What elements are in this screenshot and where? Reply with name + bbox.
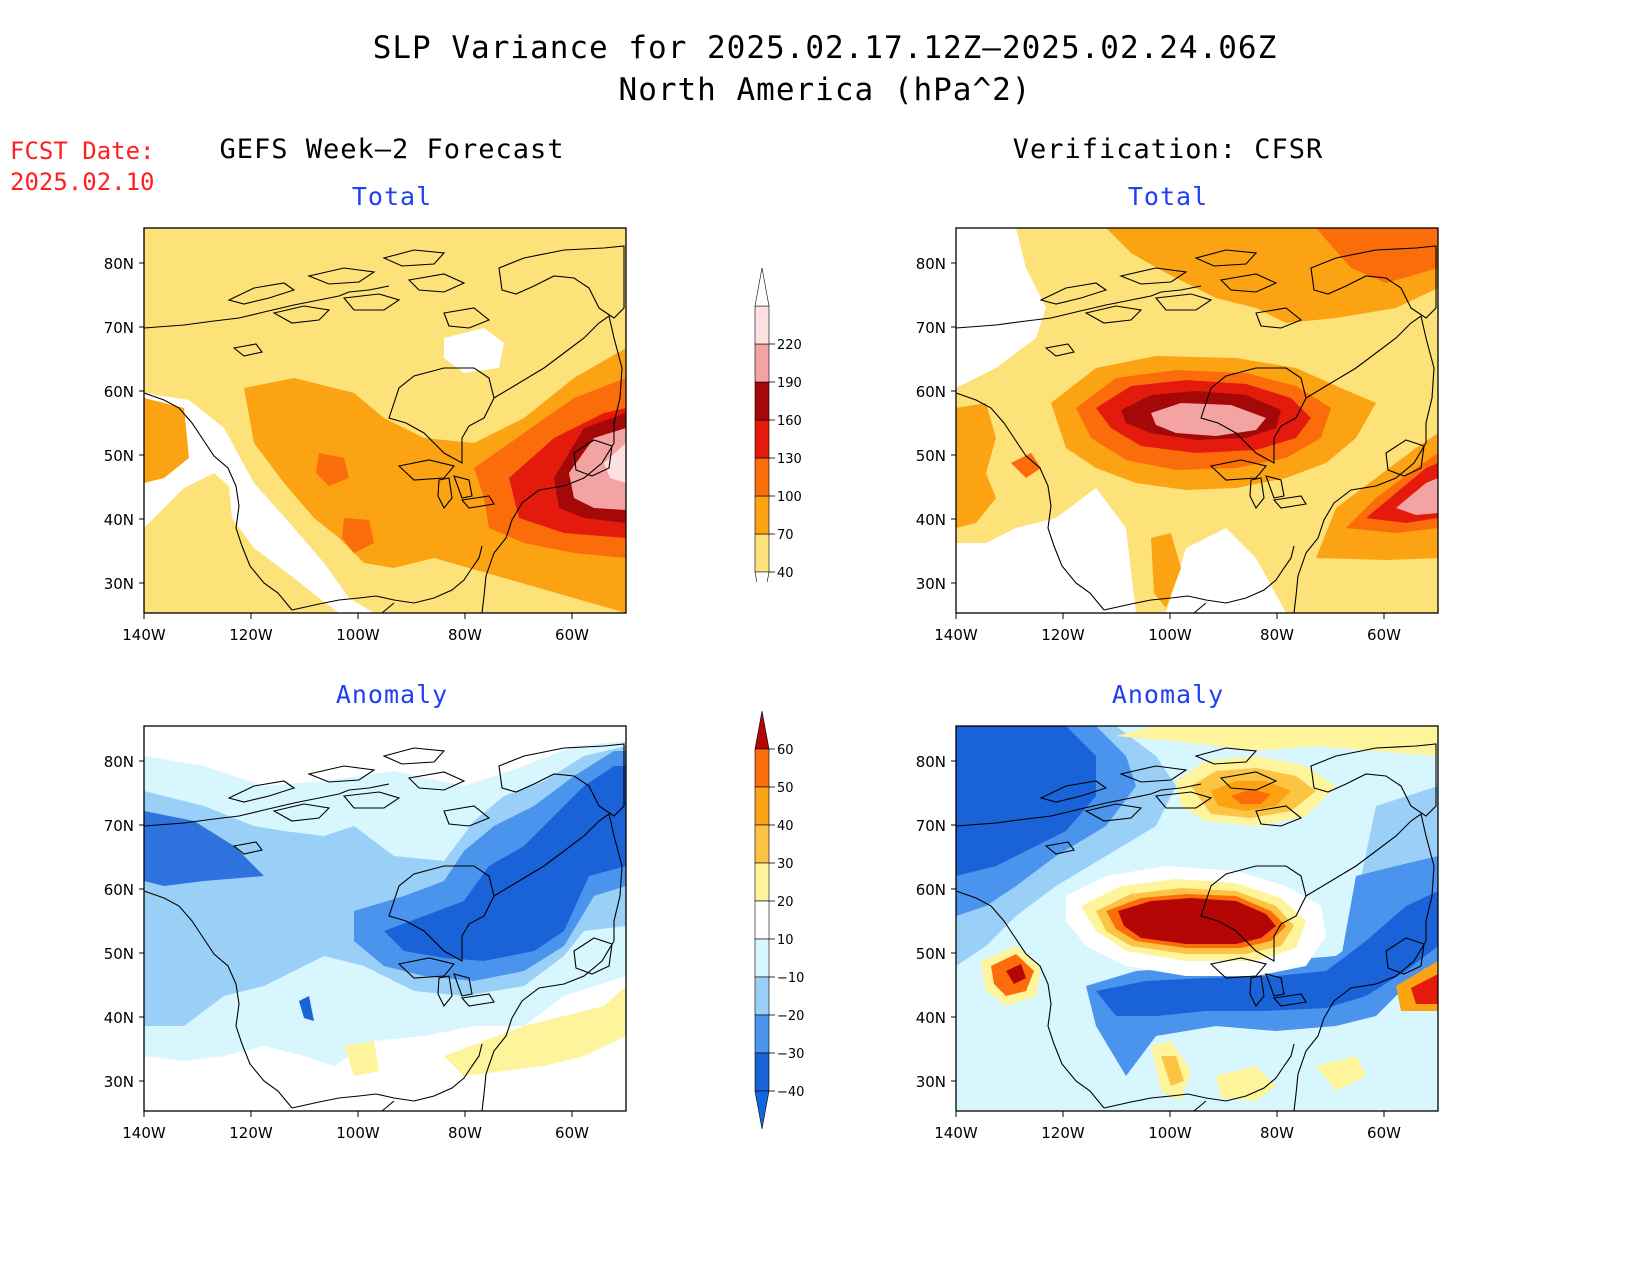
anomaly-colorbar: 60 50 40 30 20 10 −10 −20 −30 −40 [754, 710, 804, 1130]
total-colorbar-label: 190 [777, 376, 802, 391]
lon-label: 100W [1148, 626, 1192, 644]
anomaly-colorbar-label: 20 [777, 895, 794, 910]
total-colorbar-label: 220 [777, 338, 802, 353]
lat-label: 80N [104, 255, 134, 273]
lon-label: 100W [1148, 1124, 1192, 1142]
anomaly-colorbar-box [754, 938, 770, 978]
lat-label: 50N [916, 945, 946, 963]
lat-label: 60N [104, 881, 134, 899]
lat-label: 30N [916, 1073, 946, 1091]
anomaly-colorbar-label: 60 [777, 743, 794, 758]
lat-label: 70N [104, 817, 134, 835]
fcst-date-label: FCST Date: [10, 137, 155, 165]
anomaly-colorbar-box [754, 976, 770, 1016]
anomaly-colorbar-label: −40 [777, 1085, 804, 1100]
lat-label: 70N [104, 319, 134, 337]
lat-label: 60N [104, 383, 134, 401]
anomaly-colorbar-label: 50 [777, 781, 794, 796]
lon-label: 100W [336, 1124, 380, 1142]
lat-label: 30N [916, 575, 946, 593]
anomaly-colorbar-box [754, 824, 770, 864]
total-colorbar-box [754, 457, 770, 497]
anomaly-colorbar-box [754, 786, 770, 826]
lat-label: 50N [104, 945, 134, 963]
lon-label: 60W [1367, 1124, 1401, 1142]
lon-label: 120W [1041, 1124, 1085, 1142]
total-colorbar-label: 100 [777, 490, 802, 505]
lat-label: 40N [916, 1009, 946, 1027]
lat-label: 50N [916, 447, 946, 465]
lon-label: 100W [336, 626, 380, 644]
anomaly-colorbar-box [754, 1052, 770, 1092]
fcst-date: FCST Date: 2025.02.10 [10, 136, 155, 198]
lat-label: 80N [916, 753, 946, 771]
anomaly-colorbar-label: 30 [777, 857, 794, 872]
anomaly-colorbar-label: −30 [777, 1047, 804, 1062]
lat-label: 40N [104, 1009, 134, 1027]
anomaly-colorbar-box [754, 862, 770, 902]
anomaly-colorbar-box [754, 1014, 770, 1054]
lat-label: 40N [104, 511, 134, 529]
anomaly-colorbar-label: 10 [777, 933, 794, 948]
lon-label: 60W [555, 1124, 589, 1142]
anomaly-colorbar-label: −20 [777, 1009, 804, 1024]
lon-label: 140W [934, 1124, 978, 1142]
lat-label: 80N [104, 753, 134, 771]
lat-label: 40N [916, 511, 946, 529]
total-colorbar-box [754, 343, 770, 383]
lon-label: 140W [934, 626, 978, 644]
anomaly-colorbar-label: −10 [777, 971, 804, 986]
lon-label: 120W [229, 1124, 273, 1142]
total-colorbar-box [754, 381, 770, 421]
map-gefs-total: 80N 70N 60N 50N 40N 30N 140W 120W 100W 80W 60W [104, 227, 627, 644]
lat-label: 60N [916, 383, 946, 401]
lon-label: 120W [229, 626, 273, 644]
lat-label: 50N [104, 447, 134, 465]
chart-title: SLP Variance for 2025.02.17.12Z–2025.02.… [372, 30, 1278, 66]
right-column-heading: Verification: CFSR [1012, 134, 1324, 165]
lon-label: 60W [555, 626, 589, 644]
panel-label-cfsr-total: Total [1127, 182, 1209, 211]
lat-label: 80N [916, 255, 946, 273]
map-cfsr-total: 80N 70N 60N 50N 40N 30N 140W 120W 100W 80W 60W [916, 227, 1439, 644]
lon-label: 120W [1041, 626, 1085, 644]
lon-label: 80W [448, 626, 482, 644]
total-colorbar: 40 70 100 130 160 190 220 [754, 267, 802, 582]
panel-label-gefs-total: Total [351, 182, 433, 211]
lon-label: 80W [1260, 626, 1294, 644]
chart-subtitle: North America (hPa^2) [618, 72, 1032, 108]
lat-label: 60N [916, 881, 946, 899]
total-colorbar-box [754, 495, 770, 535]
lat-label: 30N [104, 1073, 134, 1091]
anomaly-colorbar-box [754, 900, 770, 940]
total-colorbar-box [754, 305, 770, 345]
total-colorbar-label: 130 [777, 452, 802, 467]
total-colorbar-box [754, 533, 770, 573]
lon-label: 80W [1260, 1124, 1294, 1142]
lon-label: 80W [448, 1124, 482, 1142]
lat-label: 70N [916, 817, 946, 835]
anomaly-colorbar-box [754, 748, 770, 788]
panel-label-cfsr-anomaly: Anomaly [1111, 680, 1225, 709]
map-cfsr-anomaly: 80N 70N 60N 50N 40N 30N 140W 120W 100W 80W 60W [916, 725, 1439, 1142]
total-colorbar-box [754, 419, 770, 459]
total-colorbar-label: 160 [777, 414, 802, 429]
fcst-date-value: 2025.02.10 [10, 168, 155, 196]
lat-label: 30N [104, 575, 134, 593]
map-gefs-anomaly: 80N 70N 60N 50N 40N 30N 140W 120W 100W 80W 60W [104, 725, 627, 1142]
total-colorbar-label: 70 [777, 528, 794, 543]
total-colorbar-label: 40 [777, 566, 794, 581]
lat-label: 70N [916, 319, 946, 337]
lon-label: 140W [122, 1124, 166, 1142]
lon-label: 140W [122, 626, 166, 644]
total-colorbar-top-arrow [754, 267, 770, 307]
anomaly-colorbar-label: 40 [777, 819, 794, 834]
total-colorbar-bottom-arrow [754, 571, 770, 582]
anomaly-colorbar-top-arrow [754, 710, 770, 750]
lon-label: 60W [1367, 626, 1401, 644]
left-column-heading: GEFS Week–2 Forecast [219, 134, 565, 165]
anomaly-colorbar-bottom-arrow [754, 1090, 770, 1130]
panel-label-gefs-anomaly: Anomaly [335, 680, 449, 709]
